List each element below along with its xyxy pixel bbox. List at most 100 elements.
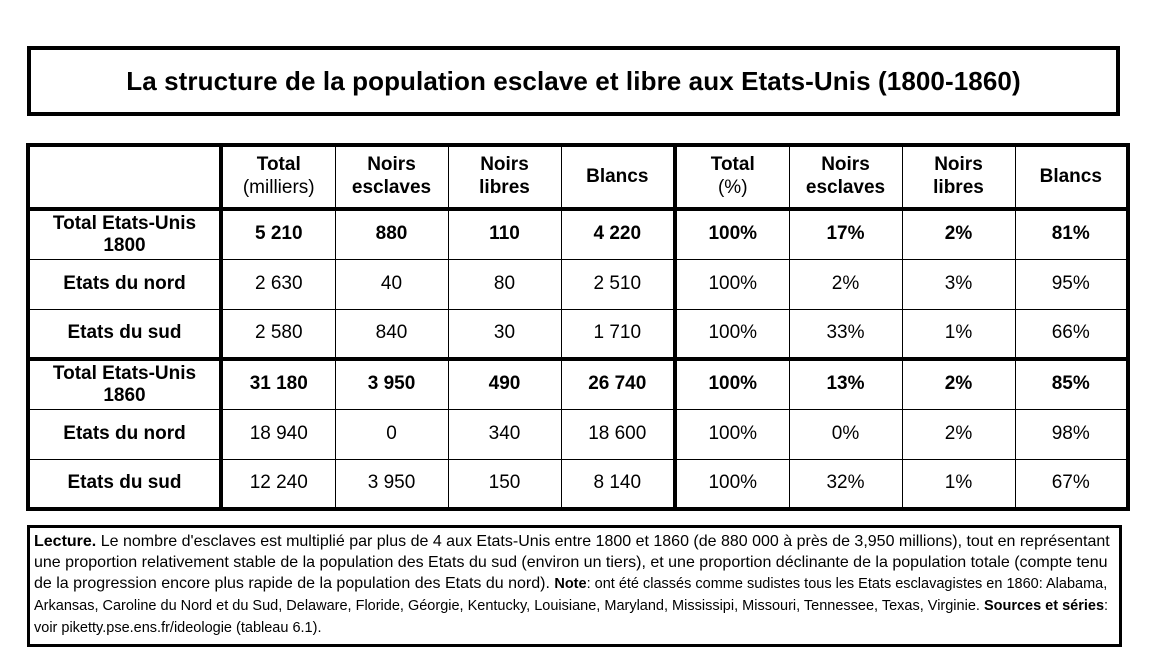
- header-label: Blancs: [1039, 165, 1102, 187]
- row-label-line1: Total Etats-Unis: [52, 362, 197, 384]
- header-label: Total: [710, 154, 755, 176]
- lecture-label: Lecture.: [34, 533, 97, 550]
- table-cell: 17%: [788, 208, 903, 260]
- table-cell: 100%: [674, 408, 790, 460]
- table-cell: 880: [334, 208, 449, 260]
- table-cell: 490: [447, 358, 562, 410]
- table-cell: 2%: [901, 208, 1016, 260]
- table-row: Etats du nord 18 940 0 340 18 600 100% 0% 2% 98%: [27, 408, 1129, 460]
- header-label: Noirs: [367, 154, 416, 176]
- table-cell: 18 600: [560, 408, 677, 460]
- header-blancs: Blancs: [560, 144, 677, 210]
- row-label-line1: Etats du nord: [63, 423, 186, 445]
- table-cell: 31 180: [220, 358, 336, 410]
- table-cell: 40: [334, 258, 449, 310]
- header-label: Noirs: [821, 154, 870, 176]
- header-label-line2: esclaves: [805, 177, 886, 198]
- header-sublabel: (%): [717, 177, 748, 198]
- header-noirs-esclaves-pct: Noirs esclaves: [788, 144, 903, 210]
- table-cell: 2%: [901, 408, 1016, 460]
- lecture-text: Le nombre d'esclaves est multiplié par p…: [34, 533, 1110, 592]
- table-cell: 1%: [901, 458, 1016, 510]
- table-cell: 26 740: [560, 358, 677, 410]
- table-cell: 13%: [788, 358, 903, 410]
- header-sublabel: (milliers): [242, 177, 315, 198]
- row-label: Total Etats-Unis 1800: [27, 208, 223, 260]
- table-cell: 8 140: [560, 458, 677, 510]
- header-label-line2: libres: [933, 177, 984, 198]
- table-cell: 840: [334, 308, 449, 360]
- table-cell: 110: [447, 208, 562, 260]
- table-cell: 33%: [788, 308, 903, 360]
- reading-note: Lecture. Le nombre d'esclaves est multip…: [27, 525, 1122, 647]
- table-cell: 32%: [788, 458, 903, 510]
- row-label-line1: Etats du nord: [63, 273, 186, 295]
- table-cell: 18 940: [220, 408, 336, 460]
- header-label-line2: libres: [479, 177, 530, 198]
- note-label: Note: [554, 576, 587, 592]
- header-row: Total (milliers) Noirs esclaves Noirs li…: [27, 144, 1129, 210]
- row-label: Etats du nord: [27, 408, 223, 460]
- row-label-line1: Etats du sud: [67, 472, 182, 494]
- table-cell: 95%: [1014, 258, 1129, 310]
- header-label-line2: esclaves: [351, 177, 432, 198]
- table-cell: 3 950: [334, 358, 449, 410]
- table-cell: 0%: [788, 408, 903, 460]
- table-cell: 2%: [901, 358, 1016, 410]
- header-total-pct: Total (%): [674, 144, 790, 210]
- table-cell: 4 220: [560, 208, 677, 260]
- table-cell: 5 210: [220, 208, 336, 260]
- row-label-line1: Etats du sud: [67, 322, 182, 344]
- header-empty: [27, 144, 223, 210]
- table-cell: 100%: [674, 308, 790, 360]
- table-row: Etats du sud 2 580 840 30 1 710 100% 33% 1% 66%: [27, 308, 1129, 360]
- table-cell: 66%: [1014, 308, 1129, 360]
- sources-label: Sources et séries: [983, 598, 1105, 614]
- table-cell: 2 580: [220, 308, 336, 360]
- row-label: Total Etats-Unis 1860: [27, 358, 223, 410]
- table-cell: 85%: [1014, 358, 1129, 410]
- header-label: Noirs: [934, 154, 983, 176]
- table-cell: 98%: [1014, 408, 1129, 460]
- header-noirs-esclaves: Noirs esclaves: [334, 144, 449, 210]
- table-cell: 12 240: [220, 458, 336, 510]
- table-cell: 1%: [901, 308, 1016, 360]
- table-cell: 30: [447, 308, 562, 360]
- population-table: Total (milliers) Noirs esclaves Noirs li…: [26, 143, 1130, 511]
- row-label-line2: 1800: [103, 234, 146, 256]
- table-cell: 100%: [674, 258, 790, 310]
- table-cell: 100%: [674, 208, 790, 260]
- table-cell: 81%: [1014, 208, 1129, 260]
- header-noirs-libres: Noirs libres: [447, 144, 562, 210]
- table-cell: 3 950: [334, 458, 449, 510]
- row-label-line1: Total Etats-Unis: [52, 212, 197, 234]
- table-row: Total Etats-Unis 1800 5 210 880 110 4 220 100%…: [27, 208, 1129, 260]
- table-cell: 3%: [901, 258, 1016, 310]
- table-cell: 0: [334, 408, 449, 460]
- table-cell: 2%: [788, 258, 903, 310]
- sources-text: : voir piketty.pse.ens.fr/ideologie (tab…: [34, 598, 1109, 636]
- table-cell: 1 710: [560, 308, 677, 360]
- table-cell: 67%: [1014, 458, 1129, 510]
- row-label: Etats du sud: [27, 458, 223, 510]
- table-cell: 100%: [674, 458, 790, 510]
- table-row: Etats du nord 2 630 40 80 2 510 100% 2% 3% 95%: [27, 258, 1129, 310]
- table-cell: 100%: [674, 358, 790, 410]
- row-label-line2: 1860: [103, 384, 146, 406]
- row-label: Etats du sud: [27, 308, 223, 360]
- header-total-milliers: Total (milliers): [220, 144, 336, 210]
- table-cell: 150: [447, 458, 562, 510]
- table-cell: 2 630: [220, 258, 336, 310]
- table-row: Etats du sud 12 240 3 950 150 8 140 100% 32% 1%…: [27, 458, 1129, 510]
- header-label: Blancs: [586, 165, 649, 187]
- title-box: La structure de la population esclave et…: [27, 46, 1120, 116]
- table-cell: 340: [447, 408, 562, 460]
- table-row: Total Etats-Unis 1860 31 180 3 950 490 26 740…: [27, 358, 1129, 410]
- table-cell: 2 510: [560, 258, 677, 310]
- page-title: La structure de la population esclave et…: [126, 65, 1021, 96]
- table-cell: 80: [447, 258, 562, 310]
- header-blancs-pct: Blancs: [1014, 144, 1129, 210]
- note-text: : ont été classés comme sudistes tous le…: [34, 576, 1108, 614]
- header-noirs-libres-pct: Noirs libres: [901, 144, 1016, 210]
- row-label: Etats du nord: [27, 258, 223, 310]
